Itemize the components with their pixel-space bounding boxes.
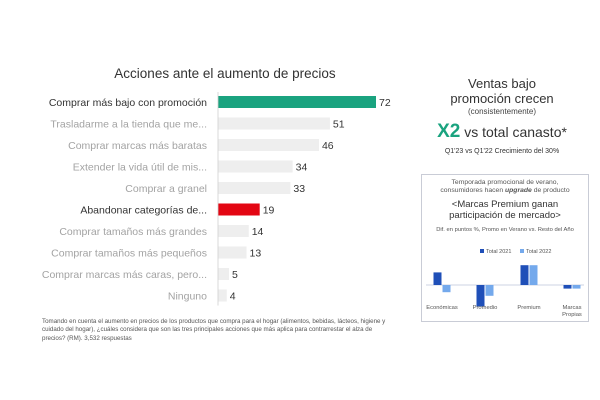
legend-swatch (480, 249, 484, 253)
bar (218, 160, 293, 173)
bar-category-label: Comprar tamaños más grandes (59, 226, 207, 238)
bar (218, 139, 319, 151)
box-title: <Marcas Premium ganan participación de m… (422, 199, 588, 221)
bar-value-label: 34 (296, 162, 308, 174)
bar-value-label: 4 (230, 291, 236, 303)
box-axis-note: Dif. en puntos %, Promo en Verano vs. Re… (436, 227, 574, 233)
main-chart-title: Acciones ante el aumento de precios (114, 66, 336, 81)
box-header-line2-pre: consumidores hacen (440, 187, 505, 194)
bar (218, 182, 291, 194)
panel-subtitle: Q1'23 vs Q1'22 Crecimiento del 30% (444, 148, 560, 155)
bar-category-label: Comprar a granel (125, 183, 207, 195)
legend-swatch (520, 249, 524, 253)
bar-value-label: 19 (263, 205, 275, 217)
mini-bar (563, 285, 572, 289)
bar-category-label: Ninguno (168, 291, 207, 303)
mini-category-label: Promedio (473, 305, 498, 311)
bar (218, 268, 229, 280)
box-title-line1: <Marcas Premium ganan (451, 199, 559, 210)
mini-bar (476, 285, 485, 307)
bar (218, 289, 227, 302)
bar-value-label: 13 (250, 248, 262, 260)
bar-category-label: Comprar marcas más baratas (68, 140, 207, 152)
bar-category-label: Comprar marcas más caras, pero... (42, 269, 207, 281)
footnote: Tomando en cuenta el aumento en precios … (42, 318, 386, 342)
bar-value-label: 14 (252, 226, 264, 238)
mini-category-label: Económicas (426, 305, 458, 311)
bar (218, 246, 247, 259)
legend-label: Total 2022 (526, 249, 551, 255)
bar-value-label: 5 (232, 269, 238, 281)
box-header: Temporada promocional de verano, consumi… (422, 179, 588, 195)
bar (218, 225, 249, 237)
panel-headline: X2 vs total canasto* (412, 122, 592, 143)
mini-bar (442, 285, 451, 293)
panel-title-line1: Ventas bajo (468, 76, 536, 91)
main-bar-chart: Comprar más bajo con promoción 72 Traslada… (42, 92, 391, 306)
panel-title-line2: promoción crecen (450, 91, 554, 106)
mini-category-label: Marcas Propias (562, 305, 582, 318)
mini-bar (520, 265, 529, 285)
box-title-line2: participación de mercado> (449, 210, 561, 221)
bar (218, 203, 260, 216)
mini-bar (529, 265, 538, 285)
mini-bar (572, 285, 581, 289)
x2-highlight: X2 (437, 121, 461, 142)
bar-value-label: 72 (379, 97, 391, 109)
promo-summary-panel: Ventas bajo promoción crecen (consistent… (412, 76, 592, 155)
mini-bar (485, 285, 494, 296)
box-header-line2-bold: upgrade (504, 187, 532, 194)
bar (218, 117, 330, 130)
bar (218, 96, 376, 108)
box-header-line2-post: de producto (531, 187, 570, 194)
summer-promo-box: Temporada promocional de verano, consumi… (421, 174, 589, 322)
bar-category-label: Abandonar categorías de... (80, 205, 207, 217)
bar-category-label: Extender la vida útil de mis... (73, 162, 207, 174)
premium-mini-chart: Total 2021 Total 2022 Económicas Promedio Pr… (426, 249, 584, 318)
bar-value-label: 33 (293, 183, 305, 195)
panel-title-line3: (consistentemente) (467, 107, 537, 116)
mini-category-label: Premium (517, 305, 540, 311)
bar-value-label: 46 (322, 140, 334, 152)
bar-category-label: Comprar tamaños más pequeños (51, 248, 207, 260)
mini-bar (433, 272, 442, 285)
box-header-line1: Temporada promocional de verano, (451, 179, 559, 186)
bar-value-label: 51 (333, 119, 345, 131)
legend-label: Total 2021 (486, 249, 511, 255)
bar-category-label: Trasladarme a la tienda que me... (50, 119, 207, 131)
bar-category-label: Comprar más bajo con promoción (49, 97, 207, 109)
vs-total-text: vs total canasto* (460, 124, 567, 140)
